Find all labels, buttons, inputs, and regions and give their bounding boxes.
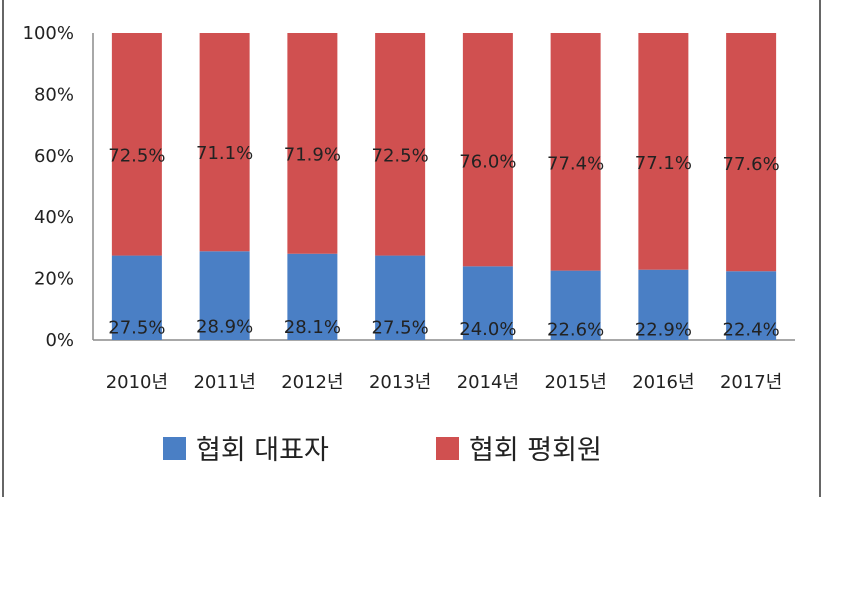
bar-segment-series-2 (287, 33, 338, 254)
bar-segment-series-2 (462, 33, 513, 267)
legend-label-series-1: 협회 대표자 (196, 435, 329, 466)
bar-segment-series-1 (550, 270, 601, 340)
bar-segment-series-1 (199, 251, 250, 340)
x-axis-ticks: 2010년 2011년 2012년 2013년 2014년 2015년 2016년 2017년 (106, 372, 783, 393)
legend-label-series-2: 협회 평회원 (469, 435, 602, 466)
bar-segment-series-2 (199, 33, 250, 252)
data-label-series-1: 24.0% (459, 319, 516, 340)
x-tick-label: 2017년 (720, 372, 782, 393)
data-label-series-2: 77.6% (723, 154, 780, 175)
bar-segment-series-2 (111, 33, 162, 256)
y-tick-label: 80% (34, 84, 74, 105)
x-tick-label: 2010년 (106, 372, 168, 393)
x-tick-label: 2012년 (281, 372, 343, 393)
data-label-series-1: 28.1% (284, 317, 341, 338)
data-label-series-2: 72.5% (108, 145, 165, 166)
bar-segment-series-1 (111, 255, 162, 340)
bars-group (111, 33, 777, 340)
bar-segment-series-1 (638, 269, 689, 340)
bar-segment-series-2 (375, 33, 426, 256)
data-label-series-1: 22.9% (635, 319, 692, 340)
data-label-series-2: 72.5% (372, 145, 429, 166)
data-label-series-2: 71.9% (284, 144, 341, 165)
legend-swatch-series-1 (163, 437, 186, 460)
y-tick-label: 60% (34, 146, 74, 167)
y-tick-label: 0% (45, 330, 74, 351)
data-label-series-1: 28.9% (196, 317, 253, 338)
data-label-series-1: 27.5% (108, 317, 165, 338)
x-tick-label: 2015년 (544, 372, 606, 393)
legend: 협회 대표자 협회 평회원 (163, 435, 602, 466)
bar-segment-series-1 (375, 255, 426, 340)
data-label-series-2: 76.0% (459, 151, 516, 172)
x-tick-label: 2016년 (632, 372, 694, 393)
bar-segment-series-1 (462, 266, 513, 340)
bar-segment-series-2 (550, 33, 601, 271)
data-label-series-1: 22.6% (547, 320, 604, 341)
data-label-series-2: 77.4% (547, 154, 604, 175)
x-tick-label: 2011년 (193, 372, 255, 393)
data-labels-group: 27.5% 72.5% 28.9% 71.1% 28.1% 71.9% 27.5% 72.5%… (108, 143, 779, 341)
y-tick-label: 100% (23, 23, 74, 44)
x-tick-label: 2013년 (369, 372, 431, 393)
bar-segment-series-2 (638, 33, 689, 270)
bar-segment-series-1 (726, 271, 777, 340)
y-tick-label: 20% (34, 269, 74, 290)
data-label-series-1: 22.4% (723, 320, 780, 341)
y-axis-ticks: 0% 20% 40% 60% 80% 100% (23, 23, 74, 351)
data-label-series-1: 27.5% (372, 317, 429, 338)
x-tick-label: 2014년 (457, 372, 519, 393)
bar-segment-series-2 (726, 33, 777, 272)
bar-segment-series-1 (287, 253, 338, 340)
data-label-series-2: 71.1% (196, 143, 253, 164)
data-label-series-2: 77.1% (635, 153, 692, 174)
y-tick-label: 40% (34, 207, 74, 228)
legend-swatch-series-2 (436, 437, 459, 460)
